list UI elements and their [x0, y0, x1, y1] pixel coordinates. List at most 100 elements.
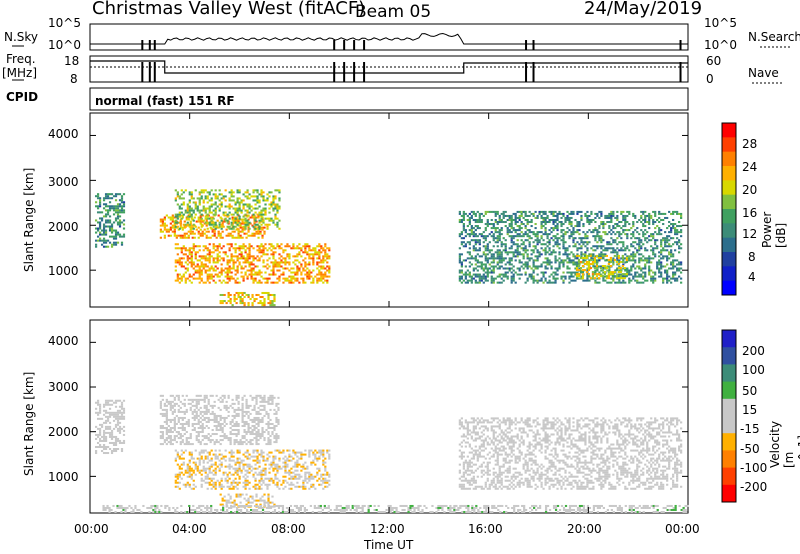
velocity-echo-cell — [232, 467, 235, 470]
power-echo-cell — [208, 257, 211, 260]
power-echo-cell — [264, 247, 267, 250]
velocity-echo-cell — [273, 412, 276, 415]
power-echo-cell — [248, 261, 251, 264]
power-echo-cell — [200, 195, 203, 198]
power-echo-cell — [269, 304, 272, 307]
power-echo-cell — [466, 281, 469, 284]
power-echo-cell — [552, 277, 555, 280]
power-echo-cell — [532, 265, 535, 268]
velocity-echo-cell — [190, 453, 193, 456]
velocity-echo-cell — [263, 439, 266, 442]
velocity-echo-cell — [122, 399, 126, 402]
power-echo-cell — [508, 218, 511, 222]
power-echo-cell — [668, 257, 671, 260]
velocity-echo-cell — [116, 417, 120, 420]
velocity-echo-cell — [178, 467, 181, 470]
power-echo-cell — [660, 229, 663, 232]
power-echo-cell — [252, 269, 255, 272]
power-echo-cell — [220, 227, 223, 230]
power-echo-cell — [524, 273, 527, 276]
power-echo-cell — [518, 259, 521, 262]
velocity-echo-cell — [207, 402, 210, 405]
power-echo-cell — [598, 216, 601, 219]
velocity-echo-cell — [165, 422, 168, 425]
power-echo-cell — [233, 300, 236, 303]
power-echo-cell — [254, 265, 257, 268]
power-echo-cell — [548, 263, 551, 266]
power-echo-cell — [494, 218, 497, 222]
power-echo-cell — [266, 249, 269, 252]
power-echo-cell — [220, 263, 223, 266]
power-echo-cell — [474, 241, 477, 244]
power-echo-cell — [302, 259, 305, 262]
power-echo-cell — [194, 207, 197, 210]
power-echo-cell — [585, 271, 589, 274]
power-echo-cell — [486, 259, 489, 262]
power-echo-cell — [258, 273, 261, 276]
velocity-echo-cell — [159, 424, 162, 427]
power-echo-cell — [490, 281, 493, 284]
power-echo-cell — [192, 211, 195, 214]
velocity-echo-cell — [213, 418, 216, 421]
power-echo-cell — [510, 251, 513, 254]
velocity-echo-cell — [267, 426, 270, 430]
velocity-echo-cell — [228, 467, 231, 470]
power-echo-cell — [546, 261, 549, 264]
power-echo-cell — [486, 221, 489, 224]
power-echo-cell — [326, 255, 329, 258]
power-echo-cell — [612, 214, 615, 217]
power-echo-cell — [572, 227, 575, 230]
velocity-echo-cell — [206, 457, 209, 460]
power-echo-cell — [656, 233, 659, 236]
power-echo-cell — [474, 243, 477, 246]
power-echo-cell — [466, 279, 469, 282]
power-echo-cell — [110, 207, 114, 210]
velocity-echo-cell — [247, 431, 250, 434]
power-echo-cell — [576, 229, 579, 232]
power-echo-cell — [576, 271, 579, 274]
power-echo-cell — [538, 251, 541, 254]
velocity-echo-cell — [261, 408, 264, 411]
power-echo-cell — [540, 279, 543, 282]
power-echo-cell — [648, 255, 651, 258]
power-echo-cell — [243, 304, 246, 307]
power-echo-cell — [526, 279, 529, 282]
power-echo-cell — [532, 251, 535, 254]
power-echo-cell — [220, 197, 223, 200]
power-echo-cell — [276, 281, 279, 284]
power-echo-cell — [239, 230, 242, 233]
velocity-echo-cell — [228, 477, 231, 480]
power-echo-cell — [201, 234, 204, 237]
power-echo-cell — [620, 241, 623, 244]
power-echo-cell — [270, 203, 273, 206]
velocity-echo-cell — [186, 463, 189, 466]
xtick: 20:00 — [567, 522, 602, 536]
velocity-echo-cell — [238, 481, 241, 484]
power-echo-cell — [528, 221, 531, 224]
power-echo-cell — [458, 277, 461, 280]
power-echo-cell — [173, 224, 176, 227]
power-echo-cell — [482, 237, 485, 240]
power-echo-cell — [664, 255, 667, 258]
velocity-echo-cell — [241, 420, 244, 423]
power-echo-cell — [226, 215, 229, 218]
power-echo-cell — [596, 245, 599, 248]
power-echo-cell — [562, 265, 565, 268]
power-echo-cell — [644, 259, 647, 262]
power-echo-cell — [484, 263, 487, 266]
power-echo-cell — [282, 281, 285, 284]
power-echo-cell — [243, 302, 246, 305]
power-echo-cell — [582, 225, 585, 228]
velocity-echo-cell — [237, 402, 240, 405]
velocity-echo-cell — [174, 457, 177, 460]
power-echo-cell — [494, 257, 497, 260]
velocity-echo-cell — [273, 437, 276, 440]
power-echo-cell — [258, 279, 261, 282]
power-echo-cell — [522, 267, 525, 270]
velocity-echo-cell — [249, 394, 252, 397]
velocity-echo-cell — [277, 437, 280, 440]
power-echo-cell — [526, 261, 529, 264]
velocity-echo-cell — [114, 437, 118, 440]
velocity-echo-cell — [267, 443, 270, 446]
power-echo-cell — [648, 269, 651, 272]
